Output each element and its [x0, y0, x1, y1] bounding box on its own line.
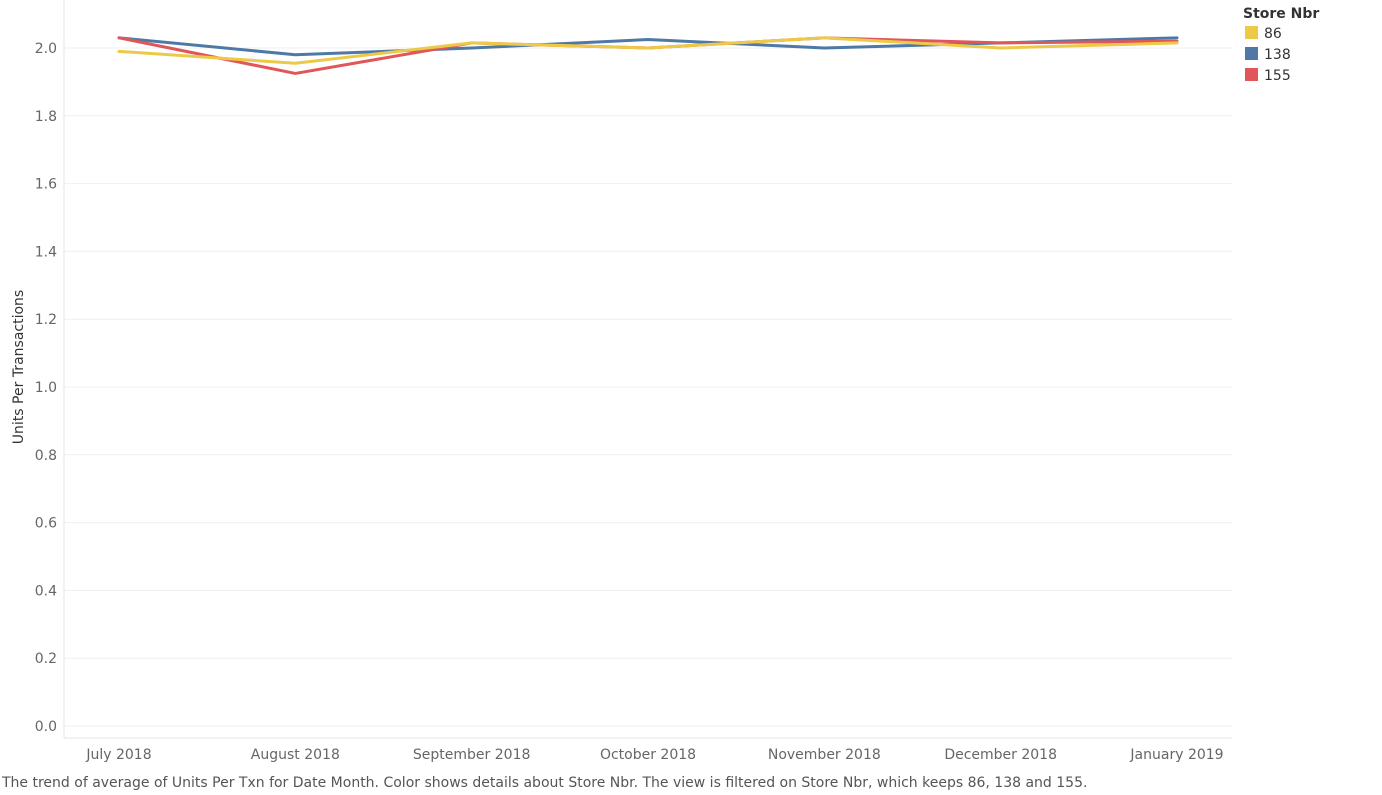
gridlines [64, 47, 1232, 727]
x-tick-label: December 2018 [944, 747, 1057, 763]
x-tick-label: September 2018 [413, 747, 530, 763]
legend-swatch-138 [1245, 47, 1258, 60]
y-tick-label: 1.2 [35, 312, 57, 328]
y-tick-labels: 0.0 0.2 0.4 0.6 0.8 1.0 1.2 1.4 1.6 1.8 2.0 [35, 41, 57, 735]
legend-title: Store Nbr [1243, 6, 1319, 22]
legend: Store Nbr 86 138 155 [1243, 6, 1319, 84]
x-tick-label: November 2018 [768, 747, 881, 763]
y-tick-label: 1.0 [35, 380, 57, 396]
y-tick-label: 0.2 [35, 651, 57, 667]
x-tick-label: August 2018 [251, 747, 340, 763]
series-line-155 [117, 36, 1179, 75]
x-tick-label: January 2019 [1129, 747, 1223, 763]
x-tick-label: October 2018 [600, 747, 696, 763]
y-tick-label: 2.0 [35, 41, 57, 57]
chart-caption: The trend of average of Units Per Txn fo… [2, 775, 1088, 791]
y-tick-label: 1.8 [35, 109, 57, 125]
series-line-86 [117, 36, 1179, 65]
legend-swatch-155 [1245, 68, 1258, 81]
x-tick-label: July 2018 [85, 747, 151, 763]
axes [63, 0, 1232, 739]
y-tick-label: 0.8 [35, 448, 57, 464]
legend-label-86: 86 [1264, 26, 1282, 42]
legend-swatch-86 [1245, 26, 1258, 39]
series-lines [117, 36, 1179, 75]
legend-label-155: 155 [1264, 68, 1291, 84]
y-tick-label: 1.6 [35, 177, 57, 193]
y-tick-label: 0.4 [35, 583, 57, 599]
legend-label-138: 138 [1264, 47, 1291, 63]
y-tick-label: 1.4 [35, 244, 57, 260]
y-axis-label: Units Per Transactions [11, 290, 27, 444]
y-tick-label: 0.6 [35, 516, 57, 532]
y-tick-label: 0.0 [35, 719, 57, 735]
x-tick-labels: July 2018 August 2018 September 2018 Octobe… [85, 747, 1223, 763]
